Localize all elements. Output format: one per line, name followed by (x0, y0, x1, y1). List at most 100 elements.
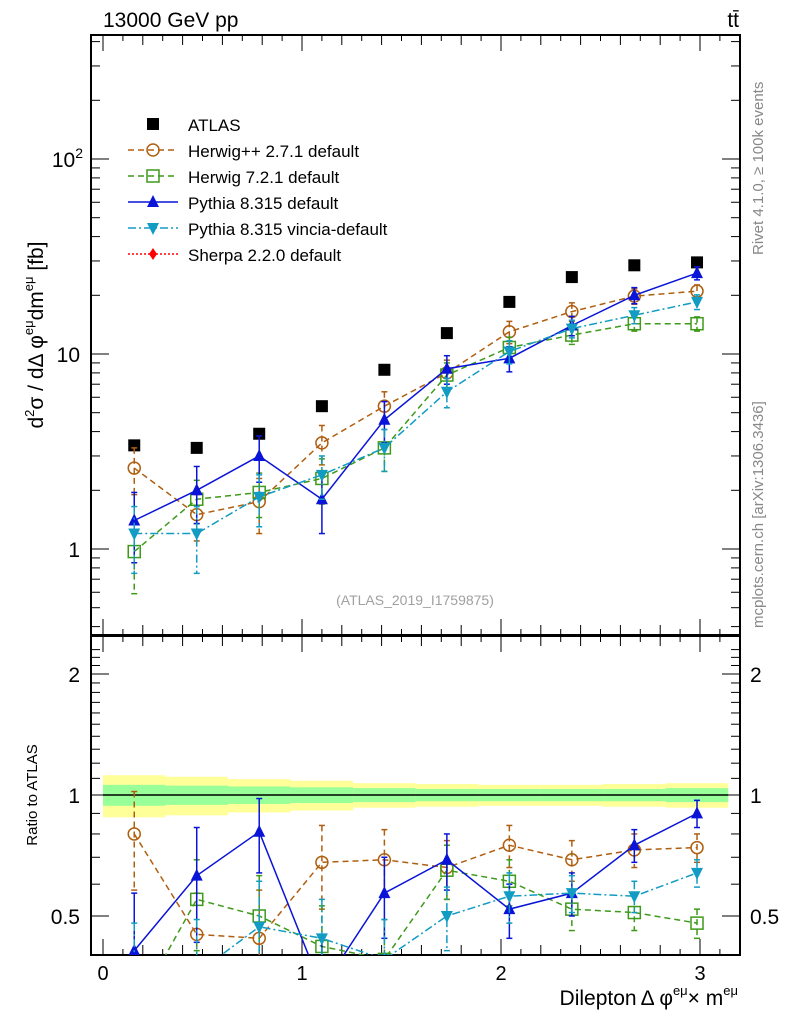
marker-triangle-up (691, 806, 704, 819)
marker-triangle-up (691, 266, 704, 279)
marker-square-open (128, 1005, 140, 1017)
marker-square-open (690, 916, 704, 930)
y-tick-label: 10 (57, 344, 80, 367)
x-tick-label: 3 (694, 963, 705, 985)
marker-circle (127, 461, 141, 475)
ratio-panel: 0 1 2 3 0.5 0.5 1 1 2 2 (51, 635, 779, 1017)
marker-circle (127, 827, 141, 841)
marker-square-open (627, 905, 642, 920)
marker-triangle-up (378, 412, 391, 425)
ratio-series-pythia-8-315-vincia-default (131, 859, 704, 980)
marker-square-open (146, 169, 160, 183)
mcplots-label: mcplots.cern.ch [arXiv:1306.3436] (750, 401, 767, 628)
marker-triangle-down (628, 310, 641, 323)
marker-circle (690, 840, 704, 855)
marker-square (691, 256, 704, 269)
marker-triangle-down (253, 491, 266, 504)
marker-circle (315, 855, 329, 870)
ratio-data (127, 790, 704, 1017)
marker-circle (565, 853, 579, 867)
ratio-y-tick-label: 1 (68, 785, 80, 808)
ratio-y-tick-label-right: 0.5 (750, 906, 779, 929)
marker-triangle-down (378, 442, 391, 455)
legend-label: Pythia 8.315 default (188, 194, 339, 213)
marker-triangle-down (315, 933, 328, 946)
x-axis-title: Dilepton Δ φeμ× meμ (560, 983, 738, 1010)
marker-square (315, 400, 328, 413)
marker-circle (146, 143, 160, 157)
legend-item: Sherpa 2.2.0 default (128, 246, 341, 265)
series-line (133, 812, 698, 955)
ratio-y-axis-title: Ratio to ATLAS (24, 744, 41, 845)
marker-circle (315, 436, 329, 450)
marker-triangle-up (147, 195, 159, 207)
marker-triangle-up (253, 448, 266, 461)
marker-triangle-up (315, 492, 328, 505)
legend-label: ATLAS (188, 116, 241, 135)
series-herwig-2-7-1-default (127, 284, 704, 542)
marker-triangle-down (253, 921, 266, 934)
marker-square (147, 118, 159, 130)
series-line (133, 290, 698, 516)
legend-label: Pythia 8.315 vincia-default (188, 220, 388, 239)
legend-label: Sherpa 2.2.0 default (188, 246, 341, 265)
x-tick-label: 0 (97, 963, 108, 985)
series-atlas (128, 256, 704, 454)
ratio-y-tick-label: 2 (68, 664, 80, 687)
marker-triangle-down (147, 223, 159, 235)
legend-item: Pythia 8.315 vincia-default (128, 220, 388, 239)
marker-triangle-up (440, 361, 453, 374)
marker-triangle-up (190, 868, 203, 881)
marker-triangle-down (440, 386, 453, 399)
marker-triangle-up (440, 852, 453, 865)
y-tick-label: 1 (68, 539, 80, 562)
main-panel: 1 10 102 (52, 34, 741, 955)
marker-triangle-up (190, 483, 203, 496)
series-line (133, 833, 698, 940)
marker-triangle-up (128, 943, 140, 955)
ratio-y-tick-label: 0.5 (51, 906, 80, 929)
legend-label: Herwig 7.2.1 default (188, 168, 339, 187)
legend: ATLAS Herwig++ 2.7.1 default Herwig 7.2.1 … (128, 116, 388, 265)
series-line (133, 272, 698, 522)
marker-square-open (690, 316, 704, 331)
marker-triangle-down (691, 867, 704, 880)
legend-item: Herwig 7.2.1 default (128, 168, 339, 187)
marker-triangle-down (128, 528, 141, 541)
process-label: tt̄ (727, 9, 739, 32)
ratio-series-pythia-8-315-default (128, 797, 704, 955)
series-line (133, 322, 698, 553)
ratio-series-herwig-2-7-1-default (127, 790, 704, 955)
series-pythia-8-315-default (128, 266, 704, 564)
y-tick-label: 102 (52, 145, 83, 172)
marker-triangle-down (315, 469, 328, 482)
x-tick-label: 1 (296, 963, 307, 985)
marker-triangle-down (628, 891, 641, 904)
marker-square (565, 271, 578, 284)
marker-triangle-up (628, 288, 641, 301)
series-line (220, 872, 698, 955)
series-pythia-8-315-vincia-default (128, 294, 704, 575)
series-herwig-7-2-1-default (127, 316, 704, 595)
series-line (164, 869, 698, 955)
legend-item: Pythia 8.315 default (128, 194, 339, 213)
marker-triangle-down (691, 296, 704, 309)
marker-square (378, 363, 391, 376)
marker-triangle-down (565, 888, 578, 901)
energy-label: 13000 GeV pp (103, 9, 238, 32)
marker-square (190, 441, 203, 454)
marker-triangle-up (378, 886, 391, 899)
marker-triangle-down (440, 911, 453, 923)
marker-triangle-down (190, 528, 203, 541)
analysis-watermark: (ATLAS_2019_I1759875) (336, 592, 494, 608)
main-data (127, 256, 704, 595)
svg-text:d2σ / dΔ φeμdmeμ [fb]: d2σ / dΔ φeμdmeμ [fb] (21, 241, 48, 428)
marker-triangle-down (503, 891, 516, 904)
marker-triangle-down (191, 968, 203, 980)
marker-triangle-down (378, 954, 391, 955)
marker-triangle-down (503, 346, 516, 359)
legend-label: Herwig++ 2.7.1 default (188, 142, 359, 161)
series-line (134, 301, 698, 535)
